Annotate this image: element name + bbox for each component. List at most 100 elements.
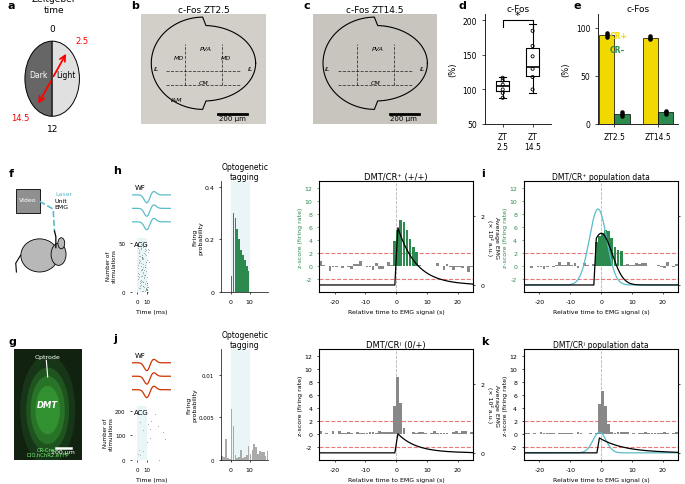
Text: d: d <box>458 1 466 11</box>
Bar <box>657 433 660 434</box>
Point <box>527 87 538 94</box>
Y-axis label: (%): (%) <box>448 62 457 77</box>
Point <box>645 35 656 43</box>
Text: PVA: PVA <box>200 47 212 52</box>
Bar <box>561 433 564 434</box>
Point <box>140 259 151 267</box>
Point <box>136 255 147 263</box>
Bar <box>369 433 371 434</box>
Bar <box>393 242 396 266</box>
Y-axis label: z-score (firing rate): z-score (firing rate) <box>503 375 508 435</box>
Point <box>132 276 143 284</box>
Bar <box>614 433 616 434</box>
Point <box>140 250 151 258</box>
Point <box>142 284 153 291</box>
Bar <box>540 432 543 434</box>
Title: Zeitgeber
time: Zeitgeber time <box>32 0 76 15</box>
Y-axis label: Firing
probability: Firing probability <box>192 220 203 254</box>
Point <box>138 279 149 287</box>
Bar <box>412 432 414 434</box>
Text: Unit
EMG: Unit EMG <box>54 199 68 210</box>
Ellipse shape <box>31 376 65 444</box>
Bar <box>231 276 232 292</box>
Text: IAM: IAM <box>171 98 182 103</box>
Bar <box>240 450 242 460</box>
Bar <box>586 265 588 266</box>
Text: j: j <box>114 333 117 344</box>
Text: b: b <box>132 1 139 11</box>
Bar <box>263 453 264 460</box>
Point <box>134 283 145 290</box>
Bar <box>436 263 439 266</box>
Bar <box>259 452 261 460</box>
Bar <box>372 266 375 271</box>
Point <box>138 261 149 269</box>
Bar <box>455 431 458 434</box>
Text: IL: IL <box>420 67 425 72</box>
Bar <box>406 230 408 266</box>
Point <box>141 288 152 296</box>
Text: 0: 0 <box>49 25 55 34</box>
Point <box>141 251 152 259</box>
Bar <box>461 432 464 434</box>
Text: 200 μm: 200 μm <box>51 449 75 454</box>
Bar <box>323 265 325 266</box>
Point <box>497 87 508 94</box>
Text: ACG: ACG <box>134 241 149 247</box>
Bar <box>264 456 266 460</box>
Point <box>158 428 169 436</box>
Point <box>527 53 538 61</box>
Bar <box>360 262 362 266</box>
Point <box>143 259 154 267</box>
Text: 12: 12 <box>47 125 58 134</box>
Point <box>140 264 151 272</box>
Bar <box>231 182 249 292</box>
Bar <box>332 266 334 267</box>
Point <box>138 272 149 280</box>
Bar <box>353 264 356 266</box>
Point <box>145 417 156 424</box>
Bar <box>458 433 461 434</box>
Text: CR-Cre::
DIO.hChR2.eYFP: CR-Cre:: DIO.hChR2.eYFP <box>27 447 69 457</box>
Bar <box>223 457 225 460</box>
Bar <box>458 266 461 268</box>
Text: 14.5: 14.5 <box>11 114 29 122</box>
Text: Laser: Laser <box>56 191 73 197</box>
Bar <box>356 432 359 434</box>
Text: *: * <box>515 11 521 21</box>
Bar <box>341 266 344 268</box>
Point <box>140 242 151 249</box>
Bar <box>577 432 580 434</box>
Text: g: g <box>8 336 16 346</box>
Bar <box>375 264 377 266</box>
Bar <box>366 433 369 434</box>
Bar <box>599 36 614 125</box>
Text: CR–: CR– <box>610 46 625 55</box>
Text: MD: MD <box>221 56 231 61</box>
Bar <box>583 264 586 266</box>
Bar <box>608 424 610 434</box>
Bar <box>421 432 424 434</box>
Bar <box>530 266 533 269</box>
Bar <box>577 266 580 268</box>
Point <box>616 109 627 117</box>
Point <box>601 34 612 42</box>
Bar <box>372 433 375 434</box>
Bar <box>332 431 334 434</box>
Bar <box>434 431 436 434</box>
X-axis label: Relative time to EMG signal (s): Relative time to EMG signal (s) <box>348 310 445 315</box>
Y-axis label: Number of
stimulations: Number of stimulations <box>106 248 117 282</box>
Bar <box>464 432 467 434</box>
Point <box>140 242 151 249</box>
Bar <box>455 266 458 268</box>
Ellipse shape <box>36 386 60 435</box>
Point <box>145 425 155 433</box>
Point <box>140 268 151 275</box>
Text: Light: Light <box>56 70 75 79</box>
Point <box>140 247 151 255</box>
Bar <box>234 219 236 292</box>
Bar <box>610 238 613 266</box>
Bar <box>616 250 619 266</box>
Point <box>138 426 149 434</box>
Bar <box>436 433 439 434</box>
